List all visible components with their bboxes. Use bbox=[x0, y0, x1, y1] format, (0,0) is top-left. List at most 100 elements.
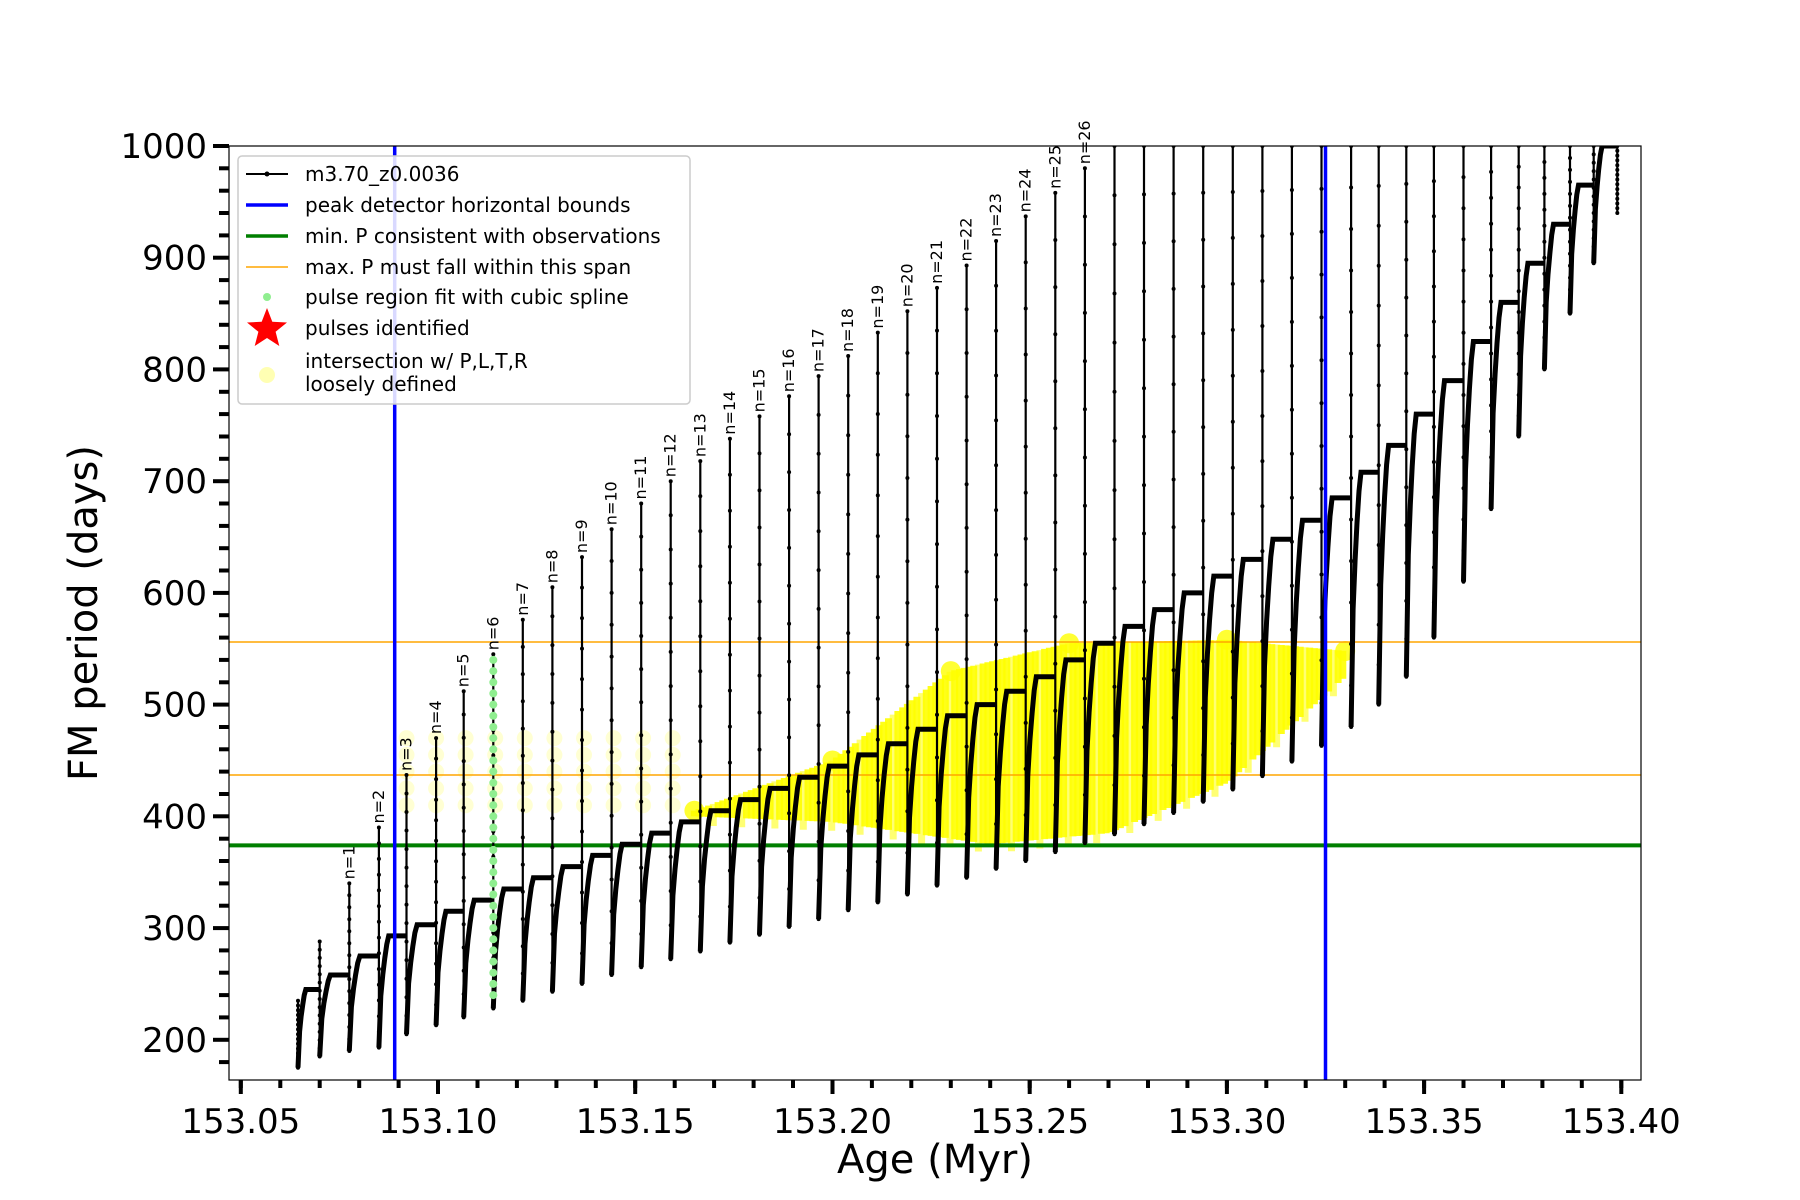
pulse-point bbox=[1289, 583, 1294, 588]
pulse-point bbox=[668, 718, 673, 723]
pulse-hook bbox=[1567, 182, 1594, 314]
pulse-point bbox=[816, 490, 821, 495]
legend-label: intersection w/ P,L,T,R bbox=[305, 349, 528, 373]
pulse-point bbox=[1260, 189, 1265, 193]
pulse-point bbox=[875, 330, 880, 335]
pulse-point bbox=[1404, 181, 1409, 186]
pulse-point bbox=[347, 905, 352, 910]
legend-star-icon bbox=[247, 308, 287, 346]
pulse-point bbox=[520, 917, 525, 921]
pulse-point bbox=[787, 735, 792, 740]
x-tick-label: 153.20 bbox=[773, 1102, 892, 1142]
pulse-point bbox=[1289, 319, 1294, 324]
pulse-point bbox=[1082, 214, 1087, 219]
pulse-number-label: n=13 bbox=[690, 413, 709, 457]
pulse-point bbox=[347, 965, 352, 970]
intersection-faint-dot bbox=[576, 780, 592, 797]
pulse-number-label: n=3 bbox=[397, 737, 416, 771]
x-tick-label: 153.40 bbox=[1562, 1102, 1681, 1142]
pulse-point bbox=[550, 845, 555, 850]
pulse-point bbox=[1230, 327, 1235, 332]
pulse-hook bbox=[1230, 556, 1263, 790]
pulse-point bbox=[1431, 460, 1436, 464]
pulse-point bbox=[1615, 182, 1620, 187]
pulse-point bbox=[994, 642, 999, 647]
pulse-point bbox=[875, 534, 880, 539]
pulse-point bbox=[757, 414, 762, 419]
pulse-point bbox=[1289, 188, 1294, 192]
intersection-faint-dot bbox=[546, 763, 563, 780]
spline-fit-point bbox=[489, 756, 498, 765]
pulse-point bbox=[1376, 263, 1381, 268]
pulse-point bbox=[935, 285, 939, 290]
pulse-point bbox=[347, 893, 352, 898]
pulse-point bbox=[787, 508, 792, 512]
pulse-point bbox=[434, 900, 439, 905]
pulse-point bbox=[1615, 201, 1620, 206]
pulse-hook bbox=[875, 741, 908, 903]
pulse-point bbox=[317, 939, 322, 944]
pulse-point bbox=[1431, 214, 1436, 219]
pulse-point bbox=[1568, 191, 1572, 196]
pulse-point bbox=[1376, 543, 1381, 547]
pulse-point bbox=[1461, 175, 1466, 180]
spline-fit-point bbox=[489, 879, 498, 888]
pulse-point bbox=[1289, 231, 1294, 236]
pulse-point bbox=[1112, 438, 1117, 443]
pulse-labels-layer: n=1 n=2 n=3 n=4 n=5 n=6 n=7 n=8 n=9 n=10 n=11 n=12 n… bbox=[339, 120, 1094, 879]
pulse-number-label: n=22 bbox=[957, 218, 976, 262]
pulse-point bbox=[964, 438, 969, 443]
y-axis-title: FM period (days) bbox=[61, 445, 107, 781]
pulse-point bbox=[580, 860, 584, 864]
pulse-number-label: n=2 bbox=[369, 790, 388, 824]
pulse-point bbox=[1349, 310, 1354, 314]
intersection-faint-dot bbox=[576, 797, 592, 814]
intersection-faint-dot bbox=[635, 780, 652, 797]
pulse-point bbox=[1431, 354, 1436, 359]
pulse-point bbox=[1171, 286, 1176, 291]
pulse-point bbox=[461, 805, 466, 810]
legend-label: peak detector horizontal bounds bbox=[305, 193, 631, 217]
pulse-point bbox=[1461, 424, 1466, 429]
pulse-point bbox=[816, 762, 821, 766]
pulse-point bbox=[404, 810, 409, 814]
pulse-point bbox=[846, 433, 851, 438]
pulse-point bbox=[1542, 160, 1547, 164]
pulse-point bbox=[1516, 227, 1521, 231]
pulse-point bbox=[1230, 557, 1235, 562]
pulse-hook bbox=[404, 922, 437, 1035]
pulse-point bbox=[550, 585, 555, 590]
pulse-point bbox=[461, 759, 466, 764]
pulse-number-label: n=11 bbox=[631, 456, 650, 500]
pulse-point bbox=[1201, 237, 1206, 242]
legend-dot-icon bbox=[264, 171, 270, 177]
axes-layer: 153.05 153.10 153.15 153.20 153.25 153.30 153.… bbox=[120, 127, 1680, 1142]
spline-fit-point bbox=[489, 857, 498, 865]
legend-label: min. P consistent with observations bbox=[305, 224, 661, 248]
pulse-hook bbox=[964, 702, 997, 878]
intersection-faint-dot bbox=[664, 746, 681, 763]
x-tick-label: 153.15 bbox=[576, 1102, 695, 1142]
pulse-point bbox=[1404, 409, 1409, 414]
pulse-point bbox=[580, 616, 584, 621]
pulse-point bbox=[491, 652, 496, 657]
pulse-number-label: n=18 bbox=[838, 308, 857, 352]
pulse-point bbox=[1461, 393, 1466, 397]
pulse-point bbox=[376, 935, 381, 940]
pulse-point bbox=[1023, 536, 1028, 541]
pulse-point bbox=[1260, 549, 1265, 554]
pulse-point bbox=[935, 499, 939, 504]
pulse-point bbox=[1023, 306, 1028, 311]
pulse-point bbox=[727, 472, 732, 477]
pulse-point bbox=[1053, 332, 1058, 337]
pulse-hook bbox=[1431, 378, 1464, 638]
intersection-faint-dot bbox=[457, 763, 474, 780]
pulse-point bbox=[520, 644, 525, 649]
pulse-point bbox=[639, 766, 644, 771]
pulse-point bbox=[639, 567, 644, 572]
pulse-point bbox=[376, 872, 381, 877]
pulse-point bbox=[520, 699, 525, 704]
pulse-point bbox=[1489, 221, 1494, 226]
pulse-point bbox=[727, 508, 732, 513]
